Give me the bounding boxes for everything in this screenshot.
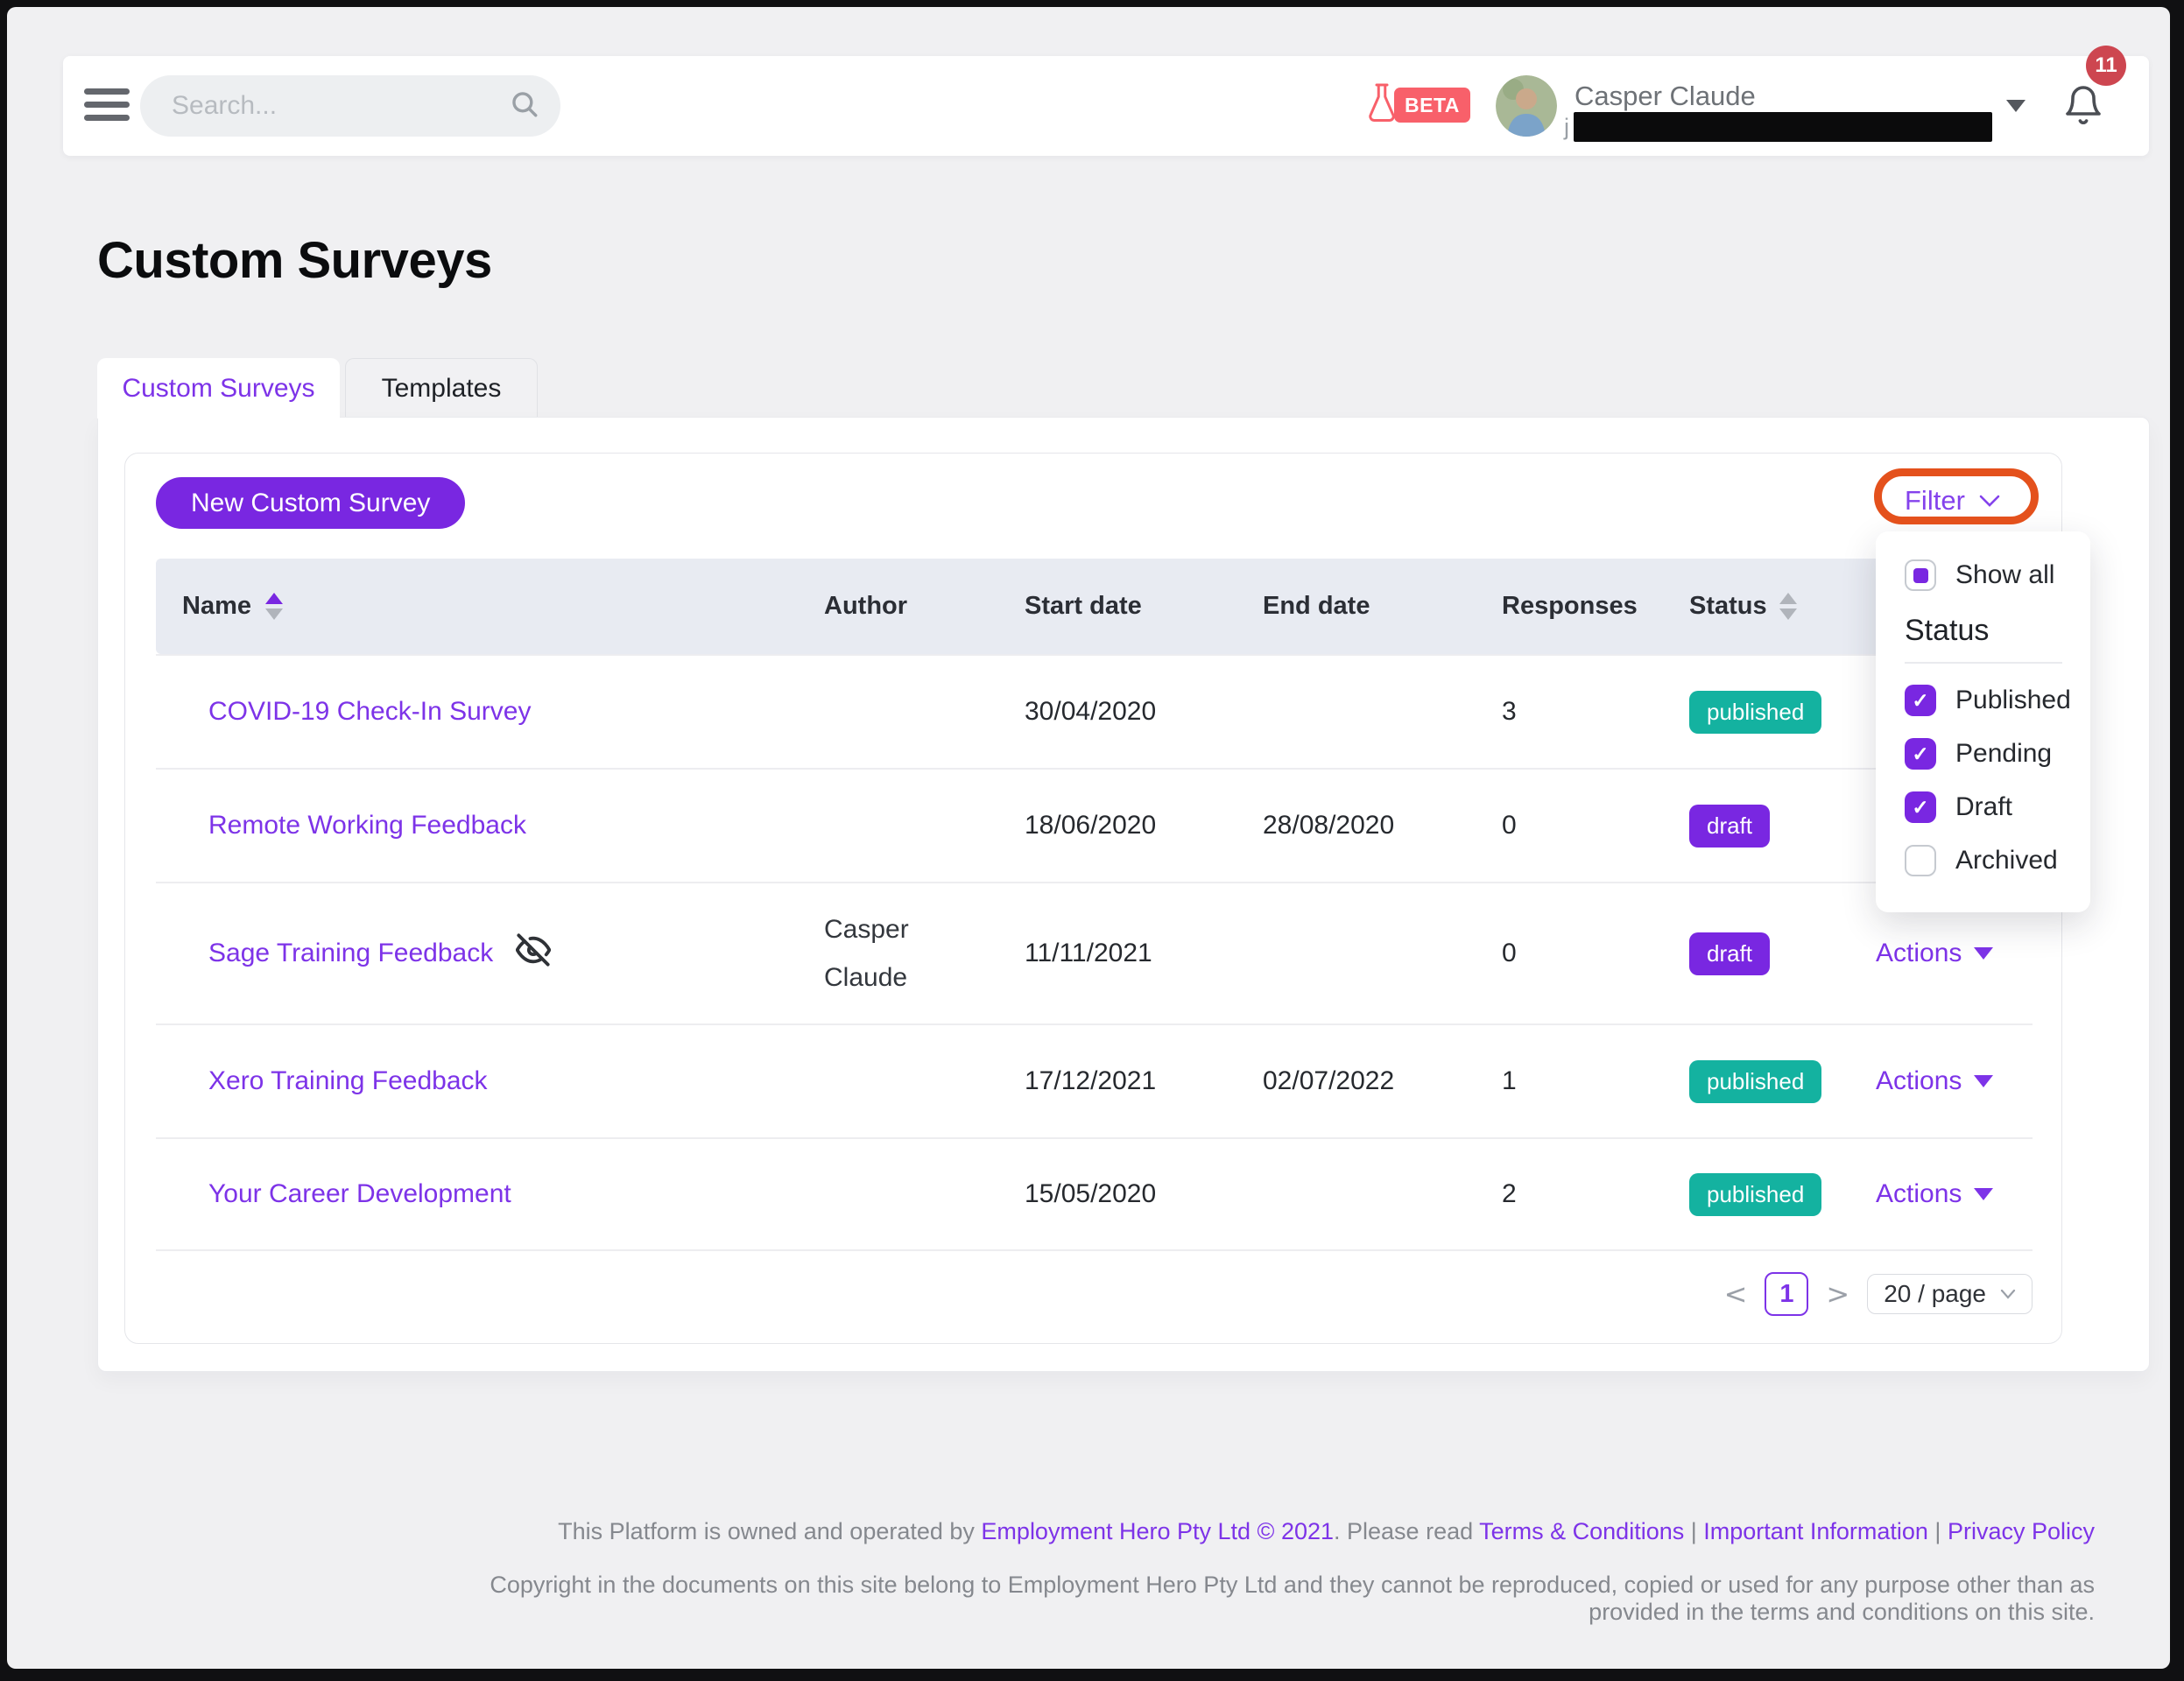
checkbox-checked-icon[interactable]: ✓	[1905, 685, 1936, 716]
notification-count-badge: 11	[2086, 46, 2126, 86]
profile-caret-down-icon[interactable]	[2006, 100, 2025, 112]
caret-down-icon	[1974, 947, 1994, 960]
filter-button[interactable]: Filter	[1905, 485, 2000, 517]
checkbox-checked-icon[interactable]: ✓	[1905, 738, 1936, 770]
page-number-button[interactable]: 1	[1765, 1272, 1809, 1316]
responses-cell: 0	[1502, 811, 1517, 840]
copyright-text: Copyright in the documents on this site …	[490, 1572, 2095, 1625]
survey-link[interactable]: Xero Training Feedback	[208, 1066, 488, 1095]
page-size-select[interactable]: 20 / page	[1867, 1274, 2033, 1314]
actions-menu[interactable]: Actions	[1876, 1066, 2033, 1096]
user-email-fragment: j	[1564, 114, 1569, 140]
checkbox-unchecked-icon[interactable]	[1905, 845, 1936, 876]
table-row: Xero Training Feedback 17/12/2021 02/07/…	[156, 1023, 2033, 1137]
chevron-down-icon	[1979, 495, 2000, 507]
terms-link[interactable]: Terms & Conditions	[1479, 1518, 1685, 1544]
prev-page-button[interactable]: <	[1723, 1277, 1748, 1311]
search-icon	[510, 89, 539, 123]
tab-content-panel: New Custom Survey Filter Name Author Sta…	[97, 417, 2150, 1372]
start-date-cell: 11/11/2021	[1025, 939, 1152, 967]
beta-flask-icon	[1366, 82, 1398, 129]
sort-arrows-status[interactable]	[1779, 593, 1797, 620]
privacy-policy-link[interactable]: Privacy Policy	[1947, 1518, 2095, 1544]
header-author: Author	[824, 592, 908, 620]
status-badge: published	[1689, 1172, 1822, 1216]
avatar[interactable]	[1496, 75, 1557, 137]
responses-cell: 3	[1502, 697, 1517, 726]
table-row: Sage Training Feedback Casper Claude 11/…	[156, 882, 2033, 1023]
filter-dropdown-panel: Show all Status ✓ Published ✓ Pending ✓ …	[1876, 531, 2090, 912]
survey-link[interactable]: COVID-19 Check-In Survey	[208, 697, 532, 726]
start-date-cell: 17/12/2021	[1025, 1066, 1157, 1095]
tab-custom-surveys[interactable]: Custom Surveys	[97, 358, 340, 418]
status-badge: draft	[1689, 932, 1771, 975]
survey-link[interactable]: Your Career Development	[208, 1179, 511, 1208]
tab-bar: Custom Surveys Templates	[97, 358, 538, 418]
sort-arrows-name[interactable]	[265, 593, 283, 620]
status-badge: published	[1689, 690, 1822, 734]
filter-option-pending[interactable]: ✓ Pending	[1905, 738, 2090, 770]
search-box[interactable]	[140, 75, 560, 137]
company-link[interactable]: Employment Hero Pty Ltd © 2021	[981, 1518, 1335, 1544]
actions-menu[interactable]: Actions	[1876, 1179, 2033, 1209]
survey-link[interactable]: Sage Training Feedback	[208, 939, 494, 967]
user-name: Casper Claude	[1575, 81, 1756, 111]
page-title: Custom Surveys	[97, 232, 492, 289]
header-responses: Responses	[1502, 592, 1638, 620]
status-badge: draft	[1689, 804, 1771, 848]
surveys-card: New Custom Survey Filter Name Author Sta…	[124, 453, 2090, 1344]
app-screen: BETA Casper Claude j 11 Custom Surveys C…	[7, 7, 2170, 1669]
caret-down-icon	[1974, 1188, 1994, 1200]
caret-down-icon	[1974, 1075, 1994, 1087]
important-information-link[interactable]: Important Information	[1703, 1518, 1928, 1544]
author-cell: Casper Claude	[824, 914, 909, 993]
table-row: COVID-19 Check-In Survey 30/04/2020 3 pu…	[156, 654, 2033, 768]
start-date-cell: 30/04/2020	[1025, 697, 1157, 726]
responses-cell: 1	[1502, 1066, 1517, 1095]
responses-cell: 2	[1502, 1179, 1517, 1208]
status-badge: published	[1689, 1059, 1822, 1103]
checkbox-checked-icon[interactable]: ✓	[1905, 791, 1936, 823]
header-name[interactable]: Name	[156, 592, 824, 621]
filter-label: Filter	[1905, 485, 1965, 516]
end-date-cell: 02/07/2022	[1263, 1066, 1395, 1095]
chevron-down-icon	[2000, 1289, 2016, 1299]
search-input[interactable]	[140, 91, 510, 121]
surveys-table: Name Author Start date End date Response…	[156, 559, 2033, 1251]
notification-bell-icon[interactable]	[2061, 82, 2105, 132]
filter-show-all[interactable]: Show all	[1905, 559, 2090, 591]
filter-option-draft[interactable]: ✓ Draft	[1905, 791, 2090, 823]
start-date-cell: 15/05/2020	[1025, 1179, 1157, 1208]
filter-option-published[interactable]: ✓ Published	[1905, 685, 2090, 716]
top-bar: BETA Casper Claude j 11	[63, 46, 2149, 156]
table-row: Remote Working Feedback 18/06/2020 28/08…	[156, 768, 2033, 882]
redaction-bar	[1574, 112, 1992, 142]
responses-cell: 0	[1502, 939, 1517, 967]
end-date-cell: 28/08/2020	[1263, 811, 1395, 840]
next-page-button[interactable]: >	[1826, 1277, 1850, 1311]
table-header-row: Name Author Start date End date Response…	[156, 559, 2033, 654]
table-row: Your Career Development 15/05/2020 2 pub…	[156, 1137, 2033, 1251]
header-status[interactable]: Status	[1689, 592, 2033, 621]
start-date-cell: 18/06/2020	[1025, 811, 1157, 840]
divider	[1905, 662, 2062, 664]
beta-badge: BETA	[1394, 88, 1470, 123]
tab-templates[interactable]: Templates	[345, 358, 538, 418]
hamburger-menu-icon[interactable]	[84, 88, 130, 124]
survey-link[interactable]: Remote Working Feedback	[208, 811, 526, 840]
filter-option-archived[interactable]: Archived	[1905, 845, 2090, 876]
header-end-date: End date	[1263, 592, 1370, 620]
filter-section-title: Status	[1905, 614, 1990, 647]
new-custom-survey-button[interactable]: New Custom Survey	[156, 477, 466, 529]
eye-off-icon	[515, 932, 552, 974]
show-all-checkbox[interactable]	[1905, 559, 1936, 591]
pagination: < 1 > 20 / page	[1724, 1272, 2033, 1316]
page-footer: This Platform is owned and operated by E…	[431, 1518, 2095, 1626]
header-start-date: Start date	[1025, 592, 1142, 620]
actions-menu[interactable]: Actions	[1876, 939, 2033, 968]
